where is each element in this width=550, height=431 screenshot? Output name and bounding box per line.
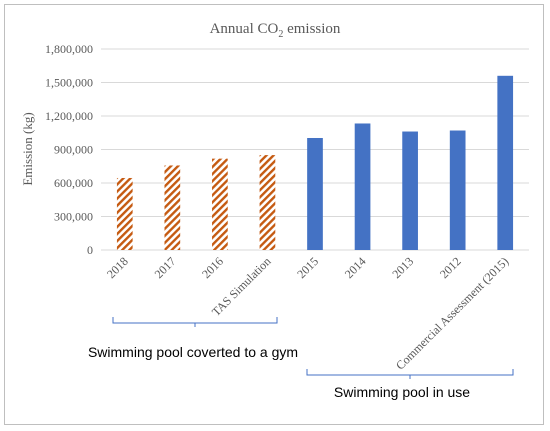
chart-frame: Annual CO2 emission Emission (kg) 0 300,0… bbox=[4, 4, 544, 425]
bars bbox=[116, 75, 514, 250]
x-tick-label: 2014 bbox=[342, 254, 369, 281]
bar bbox=[497, 75, 514, 250]
bar bbox=[402, 131, 418, 250]
y-tick-label: 0 bbox=[87, 243, 93, 257]
group-brackets: Swimming pool coverted to a gym Swimming … bbox=[88, 317, 514, 400]
x-tick-label: 2015 bbox=[294, 254, 321, 281]
group-label: Swimming pool coverted to a gym bbox=[88, 344, 298, 360]
y-axis-label: Emission (kg) bbox=[20, 112, 35, 185]
x-tick-label: 2013 bbox=[389, 254, 416, 281]
bar bbox=[307, 137, 323, 250]
chart-title-main: Annual CO bbox=[210, 21, 279, 37]
y-tick-label: 600,000 bbox=[54, 176, 93, 190]
y-tick-label: 900,000 bbox=[54, 143, 93, 157]
bar bbox=[212, 158, 228, 250]
chart-title-rest: emission bbox=[283, 21, 341, 37]
y-tick-label: 300,000 bbox=[54, 210, 93, 224]
bar bbox=[259, 155, 276, 250]
bar bbox=[354, 123, 371, 250]
y-axis-ticks: 0 300,000 600,000 900,000 1,200,000 1,500,000… bbox=[45, 42, 93, 257]
y-tick-label: 1,800,000 bbox=[45, 42, 93, 56]
x-tick-label: 2018 bbox=[104, 254, 131, 281]
y-tick-label: 1,200,000 bbox=[45, 109, 93, 123]
bar bbox=[449, 130, 466, 250]
x-tick-label: 2017 bbox=[152, 254, 179, 281]
bar bbox=[116, 177, 133, 250]
group-bracket bbox=[306, 369, 514, 379]
y-tick-label: 1,500,000 bbox=[45, 76, 93, 90]
group-bracket bbox=[112, 317, 278, 327]
group-label: Swimming pool in use bbox=[334, 384, 470, 400]
chart-title-subscript: 2 bbox=[278, 29, 283, 40]
bar-chart: Annual CO2 emission Emission (kg) 0 300,0… bbox=[20, 21, 529, 400]
bar bbox=[164, 165, 181, 250]
x-tick-label: 2012 bbox=[437, 254, 464, 281]
chart-title: Annual CO2 emission bbox=[210, 21, 341, 40]
x-tick-label: 2016 bbox=[199, 254, 226, 281]
